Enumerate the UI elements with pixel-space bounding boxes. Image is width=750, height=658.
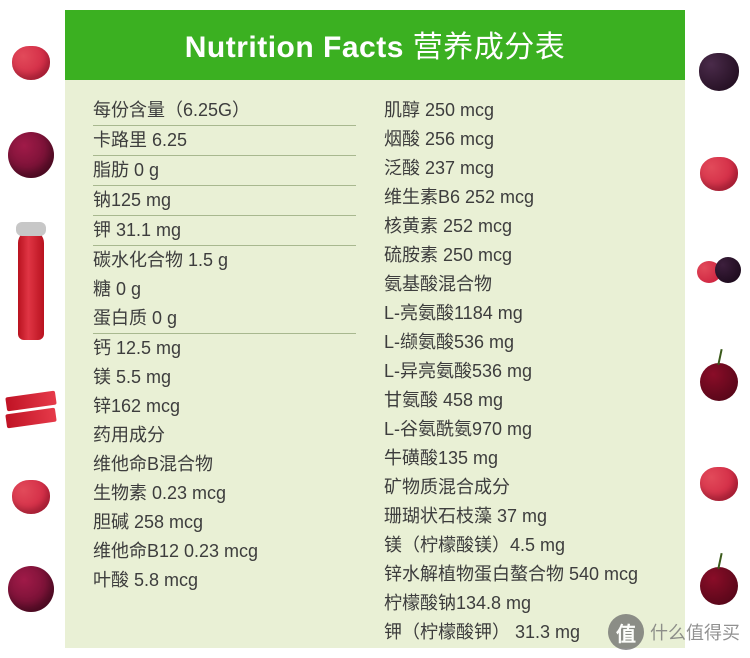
- watermark-badge: 值: [608, 614, 644, 650]
- nutrition-row: 维生素B6 252 mcg: [384, 183, 661, 212]
- nutrition-row: 药用成分: [93, 421, 370, 450]
- nutrition-row: L-谷氨酰氨970 mg: [384, 415, 661, 444]
- header-zh: 营养成分表: [413, 31, 566, 64]
- nutrition-row: 牛磺酸135 mg: [384, 444, 661, 473]
- raspberry-icon: [700, 157, 738, 191]
- nutrition-row: 镁（柠檬酸镁）4.5 mg: [384, 531, 661, 560]
- nutrition-row: L-缬氨酸536 mg: [384, 328, 661, 357]
- cherry-icon: [700, 363, 738, 401]
- watermark-text: 什么值得买: [650, 619, 740, 645]
- decor-left: [0, 0, 62, 658]
- raspberry-icon: [700, 467, 738, 501]
- nutrition-row: 矿物质混合成分: [384, 473, 661, 502]
- nutrition-row: 烟酸 256 mcg: [384, 125, 661, 154]
- beet-icon: [8, 132, 54, 178]
- columns: 每份含量（6.25G）卡路里 6.25脂肪 0 g钠125 mg钾 31.1 m…: [65, 80, 685, 657]
- beet-icon: [8, 566, 54, 612]
- product-tube-icon: [18, 230, 44, 340]
- nutrition-row: 锌162 mcg: [93, 392, 370, 421]
- nutrition-row: 卡路里 6.25: [93, 126, 356, 156]
- nutrition-row: 每份含量（6.25G）: [93, 96, 356, 126]
- blackberry-icon: [699, 53, 739, 91]
- watermark: 值 什么值得买: [608, 614, 740, 650]
- decor-right: [688, 0, 750, 658]
- nutrition-row: L-异亮氨酸536 mg: [384, 357, 661, 386]
- right-column: 肌醇 250 mcg烟酸 256 mcg泛酸 237 mcg维生素B6 252 …: [380, 96, 661, 647]
- nutrition-row: 维他命B12 0.23 mcg: [93, 537, 370, 566]
- header-en: Nutrition Facts: [185, 31, 404, 64]
- cherry-icon: [700, 567, 738, 605]
- nutrition-row: 珊瑚状石枝藻 37 mg: [384, 502, 661, 531]
- raspberry-icon: [12, 46, 50, 80]
- nutrition-row: 生物素 0.23 mcg: [93, 479, 370, 508]
- left-column: 每份含量（6.25G）卡路里 6.25脂肪 0 g钠125 mg钾 31.1 m…: [93, 96, 380, 647]
- nutrition-row: 核黄素 252 mcg: [384, 212, 661, 241]
- raspberry-icon: [12, 480, 50, 514]
- nutrition-row: 维他命B混合物: [93, 450, 370, 479]
- panel-header: Nutrition Facts 营养成分表: [65, 10, 685, 80]
- nutrition-row: 锌水解植物蛋白螯合物 540 mcg: [384, 560, 661, 589]
- nutrition-row: 镁 5.5 mg: [93, 363, 370, 392]
- nutrition-row: 肌醇 250 mcg: [384, 96, 661, 125]
- nutrition-row: 胆碱 258 mcg: [93, 508, 370, 537]
- nutrition-row: 钾 31.1 mg: [93, 216, 356, 246]
- nutrition-row: 钙 12.5 mg: [93, 334, 370, 363]
- nutrition-row: 钠125 mg: [93, 186, 356, 216]
- nutrition-row: 糖 0 g: [93, 275, 370, 304]
- nutrition-row: 蛋白质 0 g: [93, 304, 356, 334]
- product-sticks-icon: [6, 391, 56, 428]
- nutrition-row: L-亮氨酸1184 mg: [384, 299, 661, 328]
- nutrition-panel: Nutrition Facts 营养成分表 每份含量（6.25G）卡路里 6.2…: [65, 10, 685, 648]
- nutrition-row: 泛酸 237 mcg: [384, 154, 661, 183]
- nutrition-row: 碳水化合物 1.5 g: [93, 246, 370, 275]
- mixed-berry-icon: [697, 257, 741, 297]
- nutrition-row: 氨基酸混合物: [384, 270, 661, 299]
- nutrition-row: 叶酸 5.8 mcg: [93, 566, 370, 595]
- nutrition-row: 脂肪 0 g: [93, 156, 356, 186]
- nutrition-row: 甘氨酸 458 mg: [384, 386, 661, 415]
- nutrition-row: 硫胺素 250 mcg: [384, 241, 661, 270]
